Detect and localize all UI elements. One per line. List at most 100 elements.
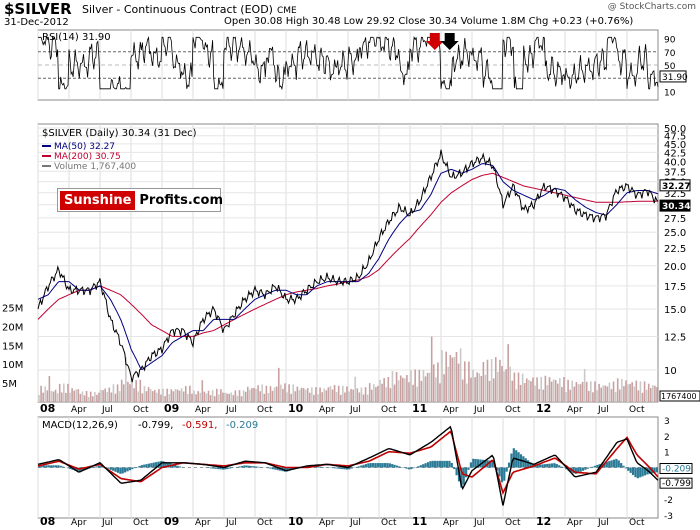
volume-bar (631, 382, 633, 402)
volume-bar (383, 378, 385, 402)
volume-bar (366, 394, 369, 402)
macd-histogram-bar (503, 467, 506, 481)
volume-bar (211, 390, 214, 402)
rsi-arrow-marker (440, 33, 459, 50)
macd-histogram-bar (155, 462, 158, 468)
macd-histogram-bar (617, 460, 620, 468)
macd-histogram-bar (317, 466, 320, 468)
volume-bar (135, 380, 137, 402)
macd-histogram-bar (610, 460, 613, 468)
macd-histogram-bar (393, 464, 396, 468)
macd-histogram-bar (579, 467, 582, 472)
volume-bar (437, 362, 439, 402)
volume-bar (459, 348, 462, 402)
macd-histogram-bar (150, 463, 153, 468)
price-last-badge (659, 179, 691, 192)
macd-histogram-bar (622, 465, 625, 468)
macd-histogram-bar (462, 467, 465, 485)
macd-histogram-bar (221, 467, 225, 470)
macd-histogram-bar (405, 467, 408, 469)
macd-histogram-bar (224, 467, 227, 470)
volume-bar (505, 369, 507, 402)
macd-histogram-bar (639, 467, 642, 478)
macd-histogram-bar (555, 463, 558, 468)
volume-bar (416, 386, 419, 402)
volume-bar (339, 394, 342, 402)
volume-bar (319, 387, 321, 402)
rsi-y-tick: 10 (664, 88, 676, 98)
macd-histogram-bar (274, 467, 277, 470)
volume-bar (453, 356, 456, 402)
macd-histogram-bar (338, 467, 341, 469)
macd-histogram-bar (629, 467, 632, 473)
volume-bar (511, 380, 514, 402)
price-last-badge (659, 199, 691, 212)
volume-bar (137, 391, 140, 402)
volume-bar (342, 385, 344, 402)
volume-bar (48, 376, 51, 402)
volume-bar (406, 375, 408, 402)
macd-y-tick: 1 (664, 449, 670, 459)
macd-histogram-bar (374, 463, 377, 468)
macd-histogram-bar (152, 462, 155, 468)
volume-bar (542, 389, 545, 402)
macd-histogram-bar (524, 458, 527, 468)
macd-histogram-bar (534, 465, 537, 468)
x-tick-label: Jul (349, 518, 361, 528)
volume-bar (656, 387, 658, 402)
macd-histogram-bar (250, 465, 253, 468)
macd-histogram-bar (362, 464, 365, 468)
volume-bar (373, 384, 375, 402)
macd-histogram-bar (207, 467, 210, 469)
macd-histogram-bar (615, 458, 618, 468)
volume-bar (567, 379, 569, 402)
macd-histogram-bar (243, 465, 246, 468)
volume-bar (441, 350, 443, 402)
x-tick-label: Oct (257, 518, 273, 528)
volume-bar (649, 388, 652, 402)
macd-histogram-bar (112, 467, 115, 471)
macd-histogram-bar (620, 463, 623, 468)
stockcharts-brand[interactable]: @ StockCharts.com (607, 2, 696, 12)
volume-bar (267, 393, 270, 402)
macd-histogram-bar (100, 465, 103, 468)
volume-bar (257, 385, 259, 402)
macd-histogram-bar (467, 467, 470, 470)
legend-entry: MA(50) 32.27 (54, 142, 115, 152)
macd-histogram-bar (138, 465, 141, 468)
volume-bar (571, 380, 574, 402)
volume-bar (621, 378, 623, 402)
macd-histogram-bar (527, 460, 530, 468)
macd-histogram-bar (450, 462, 453, 468)
macd-histogram-bar (255, 466, 258, 468)
macd-histogram-bar (438, 460, 442, 468)
volume-bar (327, 387, 330, 402)
volume-bar (215, 388, 218, 402)
macd-histogram-bar (484, 460, 487, 468)
price-y-tick: 37.5 (664, 167, 686, 178)
volume-bar (201, 380, 204, 402)
volume-bar (627, 384, 629, 402)
price-last-value: 30.34 (662, 202, 690, 212)
volume-bar (205, 393, 208, 402)
volume-bar (532, 377, 534, 402)
volume-bar (569, 389, 571, 402)
volume-bar (550, 381, 553, 402)
volume-bar (255, 388, 257, 402)
x-tick-label: Oct (381, 405, 397, 415)
volume-bar (156, 392, 158, 402)
x-tick-label: Oct (629, 405, 645, 415)
volume-bar (67, 383, 69, 402)
volume-bar (116, 384, 119, 402)
volume-bar (106, 391, 109, 402)
macd-histogram-bar (245, 465, 248, 468)
volume-bar (65, 392, 67, 402)
volume-bar (507, 344, 509, 402)
macd-histogram-bar (591, 466, 594, 468)
volume-bar (534, 385, 536, 402)
macd-histogram-bar (655, 467, 659, 473)
volume-bar (290, 393, 292, 402)
volume-bar (641, 392, 644, 402)
volume-bar (73, 390, 75, 402)
macd-histogram-bar (553, 463, 556, 468)
